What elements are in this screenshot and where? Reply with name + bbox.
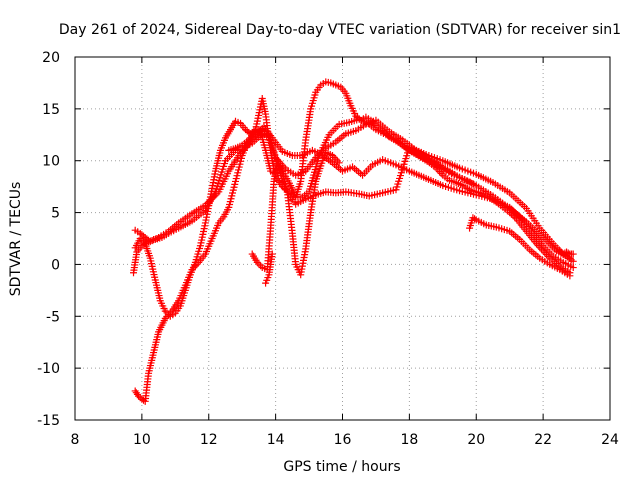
data-point — [564, 249, 572, 257]
data-point — [140, 238, 148, 246]
series-track-1 — [130, 122, 577, 277]
series-track-7 — [262, 250, 276, 287]
x-tick-label: 18 — [400, 432, 418, 448]
data-point — [163, 309, 171, 317]
data-point — [471, 215, 479, 223]
data-point — [507, 210, 515, 218]
data-point — [335, 159, 343, 167]
data-point — [138, 236, 146, 244]
y-tick-label: 5 — [51, 206, 60, 222]
x-tick-label: 20 — [467, 432, 485, 448]
y-tick-label: -15 — [37, 413, 60, 429]
x-tick-label: 14 — [267, 432, 285, 448]
tick-labels: 8 10 12 14 16 18 20 22 24 -15 -10 -5 0 5 10 15 20 — [37, 50, 619, 448]
data-point — [506, 209, 514, 217]
data-point — [536, 243, 544, 251]
data-point — [257, 262, 265, 270]
x-tick-label: 24 — [601, 432, 619, 448]
data-point — [566, 272, 574, 280]
data-point — [268, 250, 276, 258]
y-axis-label: SDTVAR / TECUs — [8, 182, 24, 297]
x-tick-label: 22 — [534, 432, 552, 448]
x-tick-label: 10 — [133, 432, 151, 448]
series-track-8 — [466, 214, 574, 280]
series-track-3 — [131, 116, 574, 405]
y-tick-label: 20 — [42, 50, 60, 66]
chart-title: Day 261 of 2024, Sidereal Day-to-day VTE… — [59, 22, 621, 38]
data-point — [161, 307, 169, 315]
data-point — [534, 242, 542, 250]
y-tick-label: -10 — [37, 361, 60, 377]
data-point — [537, 245, 545, 253]
data-point — [135, 392, 143, 400]
x-tick-label: 12 — [200, 432, 218, 448]
data-point — [253, 258, 261, 266]
data-point — [569, 264, 577, 272]
data-point — [556, 247, 564, 255]
series-track-9 — [556, 247, 577, 258]
data-point — [136, 235, 144, 242]
data-series — [130, 78, 577, 405]
data-point — [469, 180, 477, 188]
x-tick-label: 16 — [334, 432, 352, 448]
data-point — [509, 212, 517, 220]
series-track-2 — [131, 130, 577, 265]
x-axis-label: GPS time / hours — [283, 459, 400, 475]
data-point — [367, 116, 375, 124]
data-point — [569, 257, 577, 265]
data-point — [255, 260, 263, 268]
data-point — [569, 250, 577, 258]
y-tick-label: 0 — [51, 257, 60, 273]
y-tick-label: 15 — [42, 102, 60, 118]
gridlines — [75, 57, 610, 420]
series-track-6 — [225, 94, 477, 201]
series-track-5 — [248, 148, 343, 279]
y-tick-label: -5 — [46, 309, 60, 325]
y-tick-label: 10 — [42, 154, 60, 170]
series-track-4 — [131, 78, 574, 320]
axis-ticks — [74, 56, 611, 421]
x-tick-label: 8 — [71, 432, 80, 448]
data-point — [511, 213, 519, 221]
